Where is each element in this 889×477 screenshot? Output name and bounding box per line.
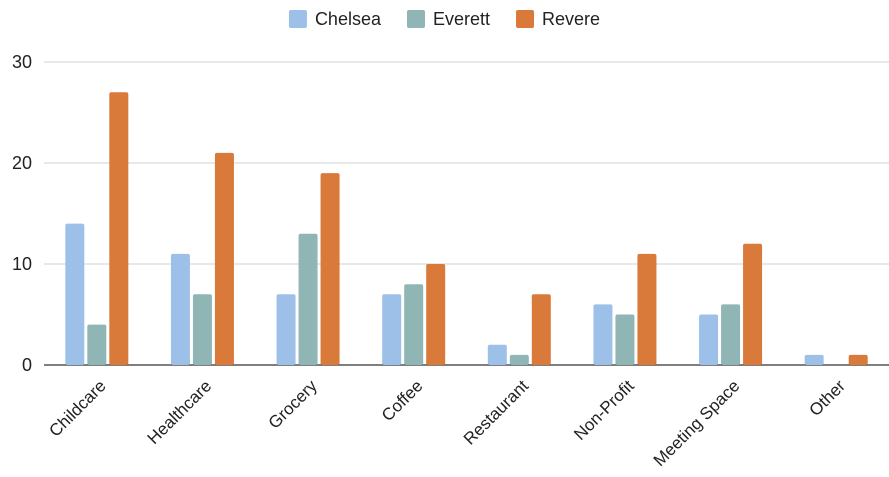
bar-revere-childcare (109, 92, 129, 366)
x-axis-labels: Childcare Healthcare Grocery Coffee Restaura… (45, 376, 849, 470)
bars (65, 92, 868, 366)
x-category-label: Grocery (265, 376, 322, 433)
x-category-label: Non-Profit (570, 376, 638, 444)
x-category-label: Meeting Space (650, 376, 744, 470)
y-tick-label: 20 (12, 153, 32, 173)
bar-chelsea-grocery (276, 294, 296, 365)
x-category-label: Coffee (378, 376, 427, 425)
bar-everett-restaurant (509, 354, 529, 365)
bar-everett-coffee (404, 284, 424, 365)
legend-swatch-chelsea (288, 10, 307, 28)
y-tick-label: 0 (22, 355, 32, 375)
y-tick-label: 30 (12, 52, 32, 72)
x-category-label: Childcare (45, 376, 109, 440)
bar-chelsea-restaurant (487, 344, 507, 365)
bar-chelsea-other (804, 354, 824, 365)
y-axis-ticks: 0 10 20 30 (12, 52, 32, 375)
bar-revere-other (848, 354, 868, 365)
bar-everett-healthcare (192, 294, 212, 365)
legend-swatch-revere (516, 10, 535, 28)
legend: Chelsea Everett Revere (288, 9, 600, 29)
y-tick-label: 10 (12, 254, 32, 274)
bar-revere-restaurant (531, 294, 551, 365)
legend-label-chelsea: Chelsea (315, 9, 382, 29)
bar-chelsea-meeting-space (699, 314, 719, 365)
legend-swatch-everett (406, 10, 425, 28)
bar-chelsea-non-profit (593, 304, 613, 365)
bar-revere-non-profit (637, 253, 657, 365)
bar-revere-coffee (426, 264, 446, 365)
x-category-label: Restaurant (460, 376, 532, 448)
bar-everett-childcare (87, 324, 107, 365)
bar-everett-non-profit (615, 314, 635, 365)
bar-everett-grocery (298, 233, 318, 365)
bar-everett-meeting-space (721, 304, 741, 365)
legend-label-revere: Revere (542, 9, 600, 29)
legend-label-everett: Everett (433, 9, 490, 29)
bar-chelsea-coffee (382, 294, 402, 365)
x-category-label: Healthcare (144, 376, 216, 448)
bar-chelsea-healthcare (170, 253, 190, 365)
bar-revere-meeting-space (743, 243, 763, 365)
gridlines (44, 61, 889, 366)
bar-chelsea-childcare (65, 223, 85, 365)
bar-revere-grocery (320, 173, 340, 365)
bar-revere-healthcare (214, 152, 234, 365)
x-category-label: Other (806, 376, 850, 420)
